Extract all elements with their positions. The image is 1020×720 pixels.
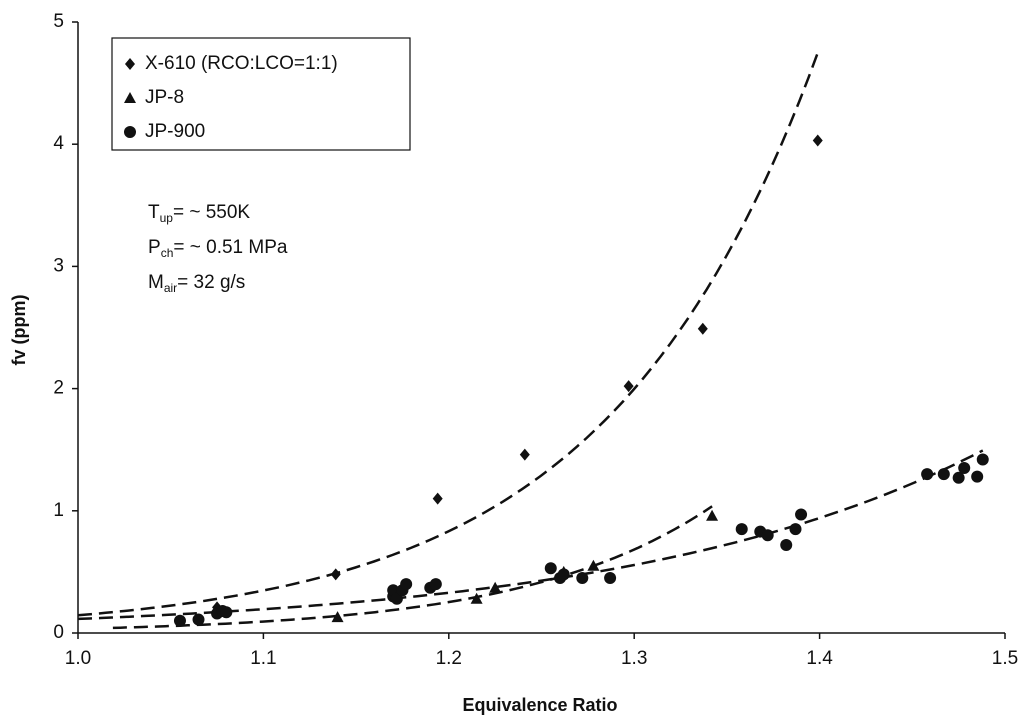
annotation-base: P [148, 237, 161, 258]
marker-circle [604, 572, 617, 585]
x-tick-label: 1.4 [806, 648, 833, 669]
marker-circle [576, 572, 589, 585]
annotation-sub: air [164, 281, 177, 295]
y-tick-label: 1 [53, 500, 64, 521]
x-tick-label: 1.0 [65, 648, 91, 669]
annotation-base: T [148, 202, 160, 223]
marker-circle [220, 606, 233, 619]
marker-circle [400, 578, 413, 591]
x-axis-label: Equivalence Ratio [462, 695, 617, 715]
marker-circle [124, 126, 136, 138]
annotation: Mair= 32 g/s [148, 272, 245, 295]
marker-circle [937, 468, 950, 481]
legend-label: X-610 (RCO:LCO=1:1) [145, 53, 338, 74]
marker-circle [544, 562, 557, 575]
marker-circle [976, 453, 989, 466]
marker-diamond [330, 568, 341, 581]
marker-circle [971, 470, 984, 483]
annotation-sub: up [160, 211, 174, 225]
marker-diamond [519, 448, 530, 461]
marker-triangle [470, 592, 483, 604]
marker-diamond [812, 134, 823, 147]
annotation-text: = ~ 0.51 MPa [173, 237, 288, 258]
y-axis-label: fv (ppm) [9, 295, 29, 366]
annotation: Tup= ~ 550K [148, 202, 250, 225]
annotation-base: M [148, 272, 164, 293]
marker-circle [952, 471, 965, 484]
legend-label: JP-8 [145, 87, 184, 108]
marker-triangle [331, 611, 344, 623]
marker-diamond [432, 492, 443, 505]
marker-triangle [124, 92, 136, 103]
marker-circle [390, 592, 403, 605]
annotation-text: = ~ 550K [173, 202, 250, 223]
trend-line [77, 52, 819, 617]
y-tick-label: 3 [53, 255, 64, 276]
y-tick-label: 2 [53, 378, 64, 399]
x-tick-label: 1.3 [621, 648, 647, 669]
marker-diamond [125, 58, 135, 70]
y-tick-label: 4 [53, 133, 64, 154]
marker-circle [735, 523, 748, 536]
annotation-text: = 32 g/s [177, 272, 245, 293]
marker-triangle [587, 559, 600, 571]
marker-circle [761, 529, 774, 542]
marker-circle [429, 578, 442, 591]
trend-line [112, 505, 713, 630]
marker-circle [958, 462, 971, 475]
legend-box [111, 37, 411, 151]
legend-label: JP-900 [145, 121, 205, 142]
marker-circle [795, 508, 808, 521]
marker-triangle [706, 509, 719, 521]
x-tick-label: 1.1 [250, 648, 276, 669]
annotation: Pch= ~ 0.51 MPa [148, 237, 288, 260]
marker-circle [780, 539, 793, 552]
marker-circle [173, 614, 186, 627]
x-tick-label: 1.5 [992, 648, 1018, 669]
marker-circle [921, 468, 934, 481]
annotation-sub: ch [161, 246, 174, 260]
marker-triangle [489, 581, 502, 593]
y-tick-label: 0 [53, 622, 64, 643]
marker-circle [557, 568, 570, 581]
marker-circle [789, 523, 802, 536]
y-tick-label: 5 [53, 11, 64, 32]
marker-diamond [697, 322, 708, 335]
marker-diamond [623, 380, 634, 393]
x-tick-label: 1.2 [436, 648, 462, 669]
trend-line [77, 449, 984, 621]
marker-circle [192, 613, 205, 626]
